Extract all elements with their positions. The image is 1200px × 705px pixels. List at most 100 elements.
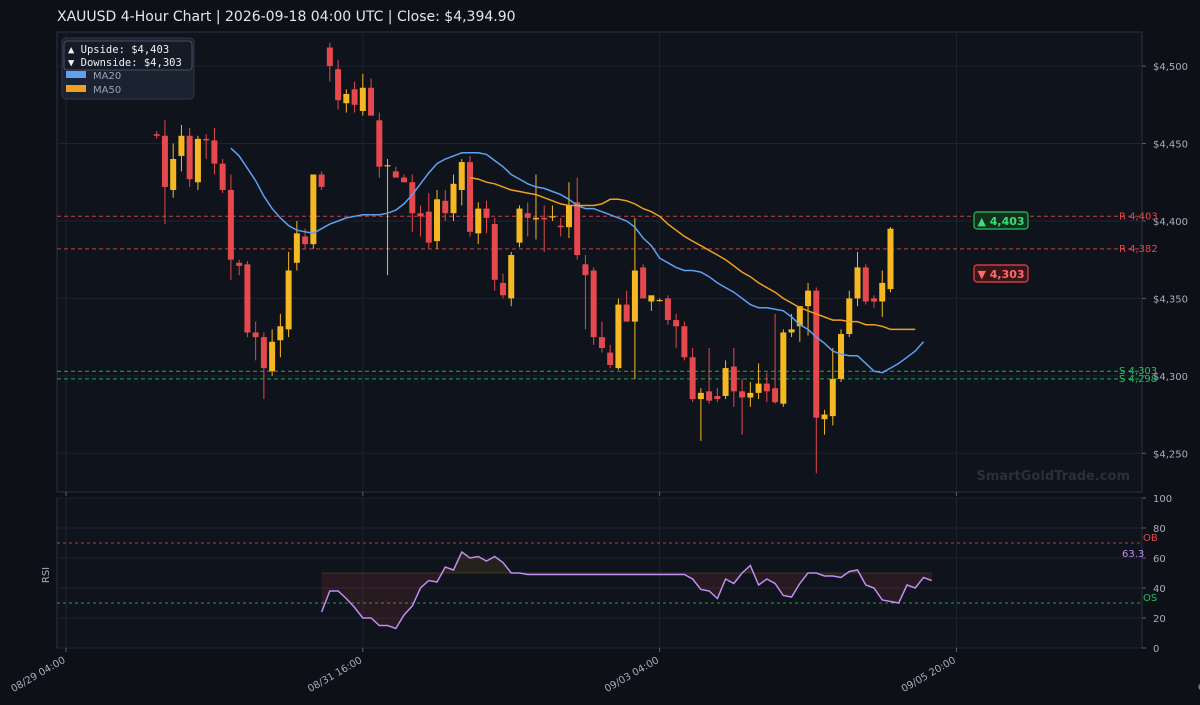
candle-body — [310, 174, 317, 245]
time-tick-label: 09/05 20:00 — [900, 655, 958, 695]
upside-badge-text: ▲ 4,403 — [977, 215, 1024, 228]
price-grid — [57, 32, 1142, 492]
price-tick-label: $4,400 — [1153, 217, 1188, 228]
candle-body — [796, 306, 803, 327]
upside-badge: ▲ 4,403 — [973, 211, 1029, 230]
candle-body — [343, 93, 350, 104]
candle-body — [335, 69, 342, 101]
candle-body — [879, 282, 886, 302]
info-box-inner — [63, 40, 193, 71]
price-tick-label: $4,350 — [1153, 294, 1188, 305]
candle-body — [640, 267, 647, 299]
rsi-grid — [57, 497, 1142, 649]
resistance-label: R 4,382 — [1119, 244, 1158, 255]
candle-body — [252, 332, 259, 338]
candle-body — [623, 304, 630, 322]
candle-body — [681, 326, 688, 358]
candle-body — [590, 270, 597, 338]
candle-body — [532, 217, 539, 220]
candle-body — [788, 329, 795, 333]
rsi-fill-segment — [923, 573, 932, 581]
rsi-fill-segment — [882, 573, 891, 602]
candle-body — [508, 255, 515, 299]
downside-badge-bg — [973, 264, 1029, 283]
watermark: SmartGoldTrade.com — [976, 469, 1130, 484]
candle-body — [153, 134, 160, 136]
candle-body — [549, 216, 556, 218]
rsi-fill-segment — [775, 573, 784, 596]
candle-body — [450, 183, 457, 214]
ma20-legend-label: MA20 — [93, 71, 121, 82]
candle-body — [203, 138, 210, 141]
rsi-fill-segment — [898, 573, 907, 603]
rsi-fill-segment — [874, 573, 883, 600]
rsi-axis: 0 20 40 60 80 100 — [1142, 494, 1172, 655]
support-label: S 4,298 — [1119, 374, 1157, 385]
candle-body — [467, 162, 474, 232]
candle-body — [293, 233, 300, 263]
candle-body — [730, 366, 737, 392]
downside-text: ▼ Downside: $4,303 — [68, 57, 182, 69]
price-tick-label: $4,500 — [1153, 62, 1188, 73]
rsi-fill-segment — [329, 573, 339, 591]
candle-body — [260, 337, 267, 369]
candle-body — [302, 236, 309, 245]
candle-body — [442, 200, 449, 214]
candle-body — [887, 228, 894, 290]
rsi-tick-label: 60 — [1153, 554, 1166, 565]
candle-body — [236, 262, 243, 266]
rsi-fill-segment — [890, 573, 899, 603]
resistance-label: R 4,403 — [1119, 211, 1158, 222]
rsi-fill-segment — [692, 573, 701, 590]
candle-body — [475, 208, 482, 234]
rsi-fill-segment — [387, 573, 396, 629]
candle-body — [458, 162, 465, 190]
candle-body — [631, 270, 638, 322]
candle-body — [499, 282, 506, 296]
candle-body — [425, 211, 432, 243]
candle-body — [615, 304, 622, 369]
candle-body — [524, 213, 531, 218]
rsi-tick-label: 100 — [1153, 494, 1172, 505]
info-box: ▲ Upside: $4,403 ▼ Downside: $4,303 MA20… — [61, 37, 195, 100]
candle-body — [722, 368, 729, 396]
rsi-tick-label: 20 — [1153, 614, 1166, 625]
candle-body — [194, 138, 201, 183]
candle-body — [401, 177, 408, 183]
candle-body — [483, 208, 490, 218]
rsi-fill-segment — [428, 573, 438, 582]
candle-body — [219, 163, 226, 190]
candle-body — [862, 267, 869, 302]
candle-body — [673, 320, 680, 327]
ma20-legend-swatch — [66, 71, 86, 78]
rsi-line — [320, 550, 932, 630]
time-tick-label: 08/31 16:00 — [306, 655, 364, 695]
candle-body — [747, 392, 754, 398]
candle-body — [813, 290, 820, 418]
candle-body — [846, 298, 853, 335]
rsi-fill-segment — [791, 573, 800, 597]
rsi-fill-segment — [420, 573, 429, 588]
candle-body — [170, 159, 177, 190]
rsi-fill-segment — [470, 556, 479, 573]
rsi-fill-segment — [906, 573, 916, 588]
candle-body — [211, 140, 218, 164]
price-tick-label: $4,250 — [1153, 449, 1188, 460]
rsi-os-label: OS — [1143, 593, 1157, 604]
candles — [153, 42, 894, 474]
candle-body — [706, 391, 713, 401]
price-tick-label: $4,450 — [1153, 140, 1188, 151]
rsi-fill-segment — [354, 573, 363, 618]
time-tick-label: 09/03 04:00 — [603, 655, 661, 695]
candle-body — [689, 357, 696, 400]
ma50-line — [469, 176, 916, 331]
candle-body — [763, 383, 770, 392]
candle-body — [565, 205, 572, 228]
ma50-legend-swatch — [66, 85, 86, 92]
candle-body — [656, 299, 663, 302]
candle-body — [285, 270, 292, 330]
candle-body — [582, 264, 589, 276]
candle-body — [244, 264, 251, 333]
